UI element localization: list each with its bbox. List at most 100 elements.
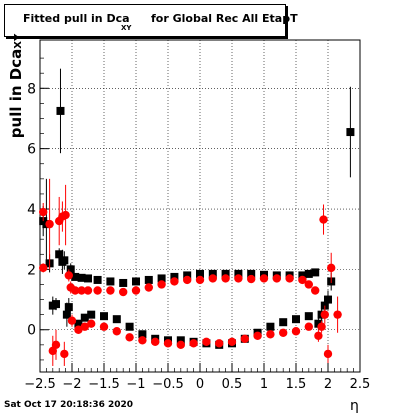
data-point-circle bbox=[45, 219, 54, 229]
data-point-circle bbox=[144, 283, 153, 292]
data-point-circle bbox=[323, 349, 333, 359]
data-point-circle bbox=[319, 215, 328, 224]
y-tick-label: 6 bbox=[27, 142, 36, 158]
x-tick-label: 0.5 bbox=[222, 377, 243, 392]
data-point-square bbox=[62, 310, 71, 319]
x-tick-label: 1.5 bbox=[286, 377, 307, 392]
data-point-square bbox=[77, 273, 86, 282]
data-point-square bbox=[66, 265, 75, 274]
data-point-circle bbox=[208, 274, 217, 283]
y-axis-label-main: pull in Dca bbox=[7, 48, 25, 139]
data-point-circle bbox=[61, 210, 70, 220]
data-point-circle bbox=[93, 286, 102, 295]
data-point-square bbox=[221, 269, 230, 278]
data-point-circle bbox=[151, 337, 160, 347]
data-point-circle bbox=[138, 336, 147, 345]
y-axis-label-subscript: XY bbox=[13, 33, 24, 49]
x-tick-label: −0.5 bbox=[152, 377, 184, 392]
data-point-circle bbox=[170, 277, 179, 286]
data-point-circle bbox=[304, 280, 313, 289]
data-point-circle bbox=[163, 339, 173, 348]
data-point-circle bbox=[60, 349, 69, 359]
x-tick-label: 0 bbox=[196, 377, 204, 392]
data-point-square bbox=[279, 318, 288, 327]
data-point-circle bbox=[67, 316, 77, 325]
data-point-circle bbox=[157, 280, 166, 289]
timestamp: Sat Oct 17 20:18:36 2020 bbox=[4, 400, 134, 410]
x-tick-label: 1 bbox=[260, 377, 268, 392]
data-point-square bbox=[234, 269, 243, 278]
data-point-square bbox=[157, 274, 166, 283]
data-point-square bbox=[56, 106, 65, 115]
data-point-circle bbox=[221, 274, 230, 283]
data-point-circle bbox=[298, 275, 307, 285]
data-point-circle bbox=[64, 271, 74, 280]
data-point-circle bbox=[39, 263, 48, 273]
data-point-square bbox=[247, 269, 256, 278]
data-point-circle bbox=[266, 330, 275, 339]
data-point-square bbox=[138, 330, 147, 339]
x-tick-label: 2 bbox=[324, 377, 332, 392]
data-point-circle bbox=[71, 286, 80, 295]
data-point-circle bbox=[304, 322, 313, 331]
data-point-circle bbox=[240, 334, 249, 343]
data-point-circle bbox=[327, 263, 336, 273]
data-point-square bbox=[55, 250, 64, 259]
data-point-circle bbox=[247, 274, 256, 284]
data-point-square bbox=[176, 336, 185, 345]
data-point-square bbox=[298, 271, 307, 280]
y-tick-label: 8 bbox=[27, 81, 36, 97]
data-point-circle bbox=[74, 325, 83, 334]
data-point-circle bbox=[106, 286, 115, 295]
data-point-circle bbox=[99, 322, 109, 331]
data-point-square bbox=[144, 275, 153, 284]
data-point-circle bbox=[314, 331, 323, 340]
data-point-circle bbox=[317, 322, 326, 331]
data-point-square bbox=[324, 295, 332, 304]
data-point-circle bbox=[215, 339, 224, 348]
y-tick-label: 2 bbox=[27, 262, 36, 278]
chart-title-rest: for Global Rec All EtapT bbox=[151, 12, 298, 25]
data-point-circle bbox=[279, 328, 288, 337]
data-point-circle bbox=[183, 275, 192, 285]
data-point-circle bbox=[131, 286, 141, 295]
data-point-square bbox=[292, 315, 300, 324]
data-point-square bbox=[52, 300, 60, 309]
data-point-circle bbox=[80, 322, 90, 331]
data-point-circle bbox=[83, 286, 93, 295]
data-point-square bbox=[170, 272, 179, 281]
y-tick-label: 4 bbox=[27, 202, 36, 218]
x-tick-label: −1.5 bbox=[88, 377, 120, 392]
chart-title-subscript: XY bbox=[121, 24, 132, 32]
data-point-square bbox=[266, 322, 275, 331]
title-box: Fitted pull in Dca XY for Global Rec All… bbox=[4, 4, 298, 37]
chart-title: Fitted pull in Dca bbox=[23, 12, 130, 25]
y-axis-label: pull in DcaXY bbox=[7, 31, 27, 141]
x-axis-label: η bbox=[350, 398, 359, 414]
data-point-circle bbox=[125, 333, 134, 342]
x-tick-label: −2 bbox=[62, 377, 81, 392]
data-point-square bbox=[80, 313, 89, 322]
data-point-square bbox=[208, 269, 217, 278]
data-point-square bbox=[196, 269, 204, 278]
data-point-circle bbox=[112, 327, 122, 336]
data-point-square bbox=[87, 310, 96, 319]
data-point-circle bbox=[176, 340, 185, 350]
data-point-circle bbox=[285, 274, 294, 283]
data-point-circle bbox=[39, 207, 48, 217]
data-point-square bbox=[125, 322, 134, 331]
data-point-circle bbox=[311, 286, 320, 295]
data-point-square bbox=[64, 303, 73, 312]
data-point-square bbox=[119, 278, 128, 287]
data-point-circle bbox=[291, 327, 301, 336]
x-tick-label: −1 bbox=[126, 377, 145, 392]
data-point-circle bbox=[253, 331, 262, 340]
data-point-circle bbox=[333, 310, 342, 319]
data-point-circle bbox=[119, 287, 128, 297]
data-point-circle bbox=[77, 286, 86, 295]
data-point-square bbox=[314, 319, 323, 328]
data-point-circle bbox=[195, 275, 205, 285]
data-point-square bbox=[346, 128, 355, 137]
